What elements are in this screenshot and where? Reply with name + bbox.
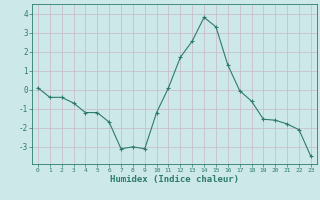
X-axis label: Humidex (Indice chaleur): Humidex (Indice chaleur) — [110, 175, 239, 184]
